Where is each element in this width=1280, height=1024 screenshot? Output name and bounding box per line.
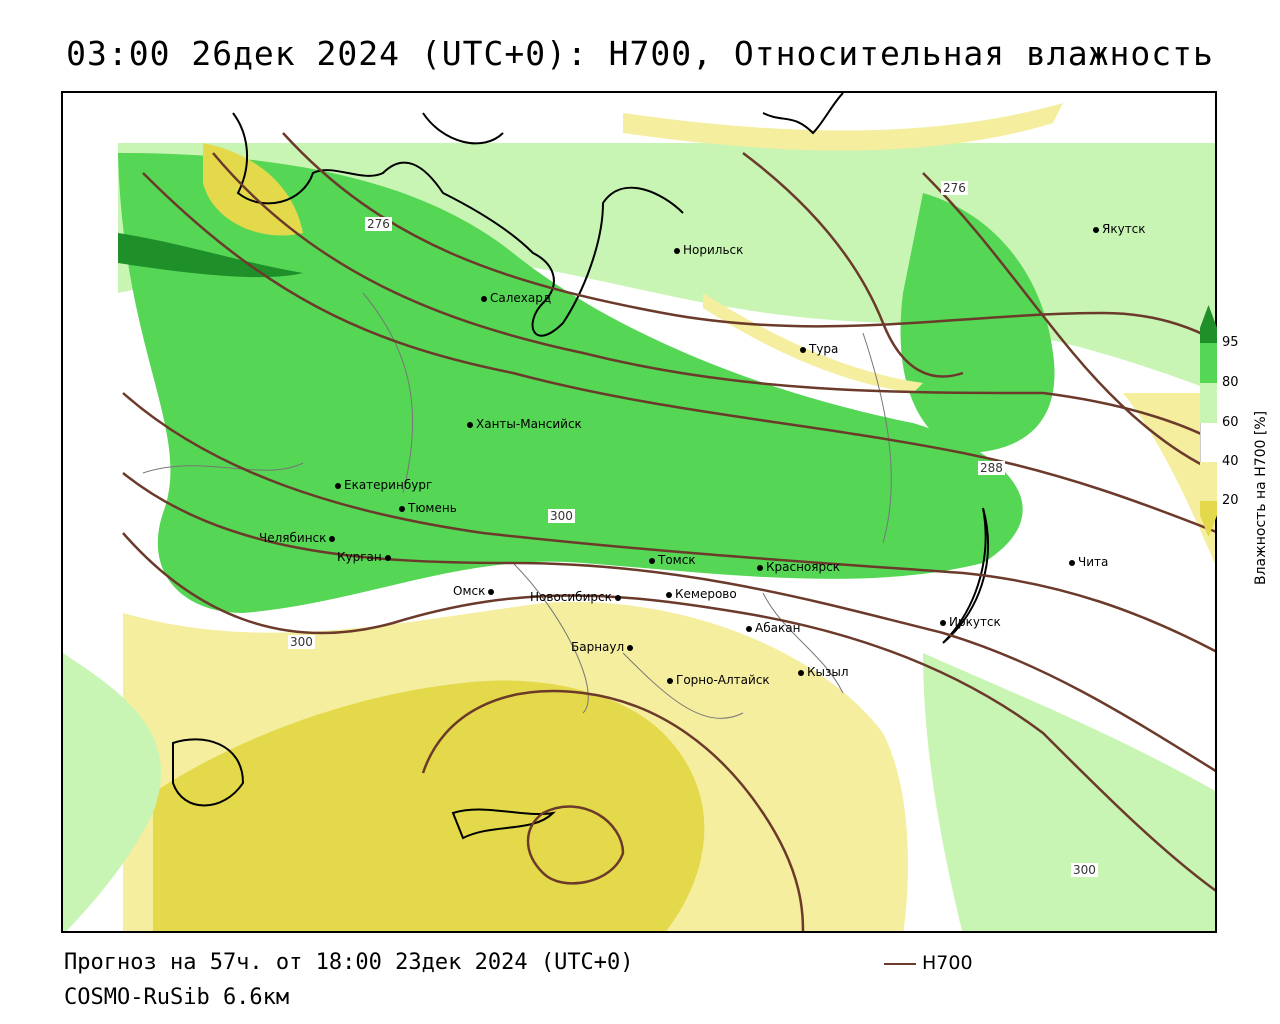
city-irkutsk: Иркутск [940,615,1001,629]
city-marker [614,594,621,601]
yellow-stripe-mid [703,293,923,393]
city-ekaterinburg: Екатеринбург [335,478,432,492]
city-barnaul: Барнаул [571,640,636,654]
h700-legend-label: H700 [922,952,973,974]
city-marker [399,505,405,512]
city-marker [666,591,672,598]
h700-contours [122,132,1215,931]
humidity-map [63,93,1215,931]
map-title: 03:00 26дек 2024 (UTC+0): H700, Относите… [66,34,1214,73]
colorbar-tick: 60 [1222,415,1239,430]
city-marker [1093,226,1099,233]
city-marker [746,625,752,632]
city-marker [800,346,806,353]
colorbar-neutral [1200,423,1218,462]
contour-label: 276 [941,181,968,195]
wet-band [118,153,1023,613]
city-marker [1069,559,1075,566]
contour-label: 288 [978,461,1005,475]
city-marker [649,557,655,564]
city-marker [940,619,946,626]
city-abakan: Абакан [746,621,800,635]
city-marker [481,295,487,302]
city-tomsk: Томск [649,553,696,567]
admin-borders [142,292,892,719]
colorbar-tick: 95 [1222,335,1239,350]
city-yakutsk: Якутск [1093,222,1146,236]
city-marker [627,644,634,651]
model-info: COSMO-RuSib 6.6км [64,985,290,1010]
contour-label: 276 [365,217,392,231]
city-chita: Чита [1069,555,1108,569]
colorbar-tick: 20 [1222,493,1239,508]
yellow-stripe-northeast [623,103,1063,151]
city-salekhard: Салехард [481,291,551,305]
city-marker [667,677,673,684]
colorbar-tick: 40 [1222,454,1239,469]
contour-label: 300 [1071,863,1098,877]
h700-legend-line [884,963,916,965]
city-gorno-altaysk: Горно-Алтайск [667,673,770,687]
city-khanty-mansiysk: Ханты-Мансийск [467,417,582,431]
map-panel: Норильск Якутск Салехард Тура Ханты-Манс… [61,91,1217,933]
city-marker [488,588,495,595]
city-kyzyl: Кызыл [798,665,849,679]
city-krasnoyarsk: Красноярск [757,560,840,574]
yellow-patch-north [203,143,303,236]
contour-label: 300 [288,635,315,649]
colorbar-moist [1200,383,1217,423]
city-marker [674,247,680,254]
city-omsk: Омск [453,584,497,598]
city-marker [384,554,391,561]
city-norilsk: Норильск [674,243,743,257]
city-kurgan: Курган [337,550,394,564]
contour-label: 300 [548,509,575,523]
very-dry-region-south [153,680,705,931]
moist-region-southwest [63,653,161,931]
city-marker [335,482,341,489]
city-chelyabinsk: Челябинск [259,531,338,545]
colorbar-tick: 80 [1222,375,1239,390]
city-novosibirsk: Новосибирск [530,590,624,604]
city-kemerovo: Кемерово [666,587,737,601]
colorbar-title: Влажность на H700 [%] [1253,410,1269,585]
city-marker [467,421,473,428]
city-marker [329,535,336,542]
city-marker [757,564,763,571]
very-wet-strip [118,233,303,278]
city-tyumen: Тюмень [399,501,457,515]
city-tura: Тура [800,342,838,356]
colorbar-wet [1200,343,1217,383]
wet-band-northeast [900,193,1055,453]
coastlines [172,93,990,840]
city-marker [798,669,804,676]
forecast-info: Прогноз на 57ч. от 18:00 23дек 2024 (UTC… [64,950,634,975]
dry-region-east [1123,393,1215,564]
colorbar-moderate-dry [1200,462,1217,501]
moist-region-southeast [923,653,1215,931]
